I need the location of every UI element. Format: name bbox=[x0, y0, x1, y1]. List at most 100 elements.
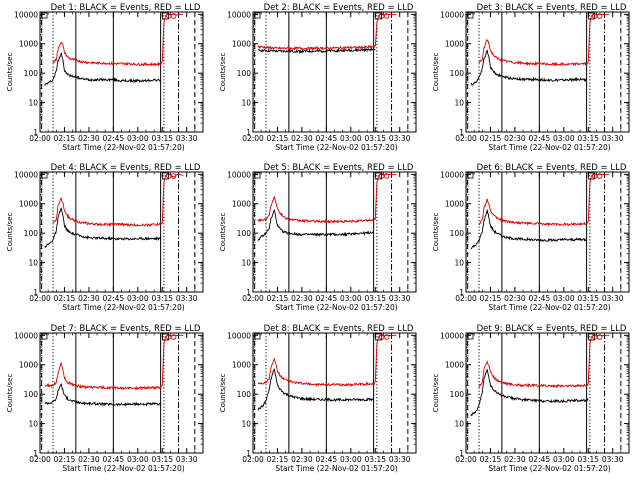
panel-det-8: Det 8: BLACK = Events, RED = LLD 1 10 100 10… bbox=[219, 324, 417, 473]
y-tick-label: 100 bbox=[24, 229, 39, 238]
y-axis-label: Counts/sec bbox=[432, 374, 440, 413]
y-tick-label: 1000 bbox=[19, 40, 38, 49]
y-axis-label: Counts/sec bbox=[219, 53, 227, 92]
x-tick-label: 03:15 bbox=[151, 294, 173, 303]
panel-title: Det 7: BLACK = Events, RED = LLD bbox=[51, 324, 201, 334]
events-series-line bbox=[257, 46, 376, 55]
panel-det-3: Det 3: BLACK = Events, RED = LLD 1 10 100 10… bbox=[432, 3, 630, 152]
x-tick-label: 02:00 bbox=[455, 294, 477, 303]
x-tick-label: 03:00 bbox=[340, 134, 362, 143]
y-tick-label: 1 bbox=[33, 288, 38, 297]
y-tick-label: 1 bbox=[33, 449, 38, 458]
x-tick-label: 02:30 bbox=[291, 294, 313, 303]
saturation-marker bbox=[170, 334, 177, 340]
events-series-line bbox=[470, 49, 587, 87]
y-tick-label: 10 bbox=[28, 259, 38, 268]
x-tick-label: 02:00 bbox=[242, 134, 264, 143]
x-tick-label: 03:30 bbox=[602, 455, 624, 464]
x-tick-label: 02:15 bbox=[54, 455, 76, 464]
x-tick-label: 03:00 bbox=[553, 455, 575, 464]
y-tick-label: 10000 bbox=[227, 10, 251, 19]
panel-det-9: Det 9: BLACK = Events, RED = LLD 1 10 100 10… bbox=[432, 324, 630, 473]
panel-det-7: Det 7: BLACK = Events, RED = LLD 1 10 100 10… bbox=[6, 324, 204, 473]
x-axis-label: Start Time (22-Nov-02 01:57:20) bbox=[62, 303, 184, 312]
y-tick-label: 10000 bbox=[14, 331, 38, 340]
y-axis-label: Counts/sec bbox=[432, 53, 440, 92]
panel-title: Det 3: BLACK = Events, RED = LLD bbox=[477, 3, 627, 13]
y-tick-label: 10 bbox=[241, 420, 251, 429]
y-tick-label: 10000 bbox=[14, 10, 38, 19]
x-tick-label: 02:15 bbox=[480, 294, 502, 303]
x-tick-label: 03:00 bbox=[340, 455, 362, 464]
y-tick-label: 1000 bbox=[19, 200, 38, 209]
x-tick-label: 02:15 bbox=[480, 455, 502, 464]
lld-series-line bbox=[44, 334, 184, 391]
y-axis-label: Counts/sec bbox=[219, 213, 227, 252]
x-tick-label: 02:45 bbox=[103, 134, 125, 143]
lld-series-line bbox=[478, 173, 610, 227]
x-tick-label: 03:15 bbox=[577, 294, 599, 303]
x-tick-label: 03:00 bbox=[127, 455, 149, 464]
x-tick-label: 02:15 bbox=[267, 455, 289, 464]
x-tick-label: 03:30 bbox=[602, 294, 624, 303]
x-tick-label: 03:15 bbox=[364, 455, 386, 464]
x-tick-label: 03:15 bbox=[364, 294, 386, 303]
x-tick-label: 03:30 bbox=[176, 294, 198, 303]
x-tick-label: 03:30 bbox=[389, 455, 411, 464]
saturation-marker bbox=[596, 173, 603, 179]
x-tick-label: 02:30 bbox=[504, 455, 526, 464]
x-tick-label: 03:15 bbox=[364, 134, 386, 143]
x-axis-label: Start Time (22-Nov-02 01:57:20) bbox=[62, 464, 184, 473]
x-axis-label: Start Time (22-Nov-02 01:57:20) bbox=[275, 303, 397, 312]
events-series-line bbox=[257, 209, 374, 241]
x-tick-label: 02:15 bbox=[267, 134, 289, 143]
x-tick-label: 02:00 bbox=[242, 455, 264, 464]
y-tick-label: 10 bbox=[454, 99, 464, 108]
x-tick-label: 02:00 bbox=[29, 294, 51, 303]
y-tick-label: 1000 bbox=[445, 40, 464, 49]
y-tick-label: 1 bbox=[33, 128, 38, 137]
x-tick-label: 02:15 bbox=[54, 134, 76, 143]
y-tick-label: 10 bbox=[241, 99, 251, 108]
x-tick-label: 02:45 bbox=[103, 455, 125, 464]
y-tick-label: 10 bbox=[241, 259, 251, 268]
y-tick-label: 10000 bbox=[440, 331, 464, 340]
y-tick-label: 10 bbox=[28, 420, 38, 429]
x-tick-label: 02:45 bbox=[529, 134, 551, 143]
x-tick-label: 02:30 bbox=[78, 134, 100, 143]
y-tick-label: 1000 bbox=[445, 361, 464, 370]
saturation-marker bbox=[383, 334, 390, 340]
events-series-line bbox=[470, 369, 589, 417]
y-tick-label: 1000 bbox=[19, 361, 38, 370]
lld-series-line bbox=[52, 13, 184, 67]
y-tick-label: 100 bbox=[450, 69, 465, 78]
y-tick-label: 1 bbox=[246, 128, 251, 137]
x-axis-label: Start Time (22-Nov-02 01:57:20) bbox=[488, 303, 610, 312]
x-tick-label: 03:00 bbox=[127, 134, 149, 143]
x-tick-label: 03:30 bbox=[602, 134, 624, 143]
panel-title: Det 5: BLACK = Events, RED = LLD bbox=[264, 163, 414, 173]
x-tick-label: 02:30 bbox=[78, 294, 100, 303]
y-tick-label: 1000 bbox=[232, 361, 251, 370]
x-tick-label: 02:00 bbox=[455, 134, 477, 143]
x-tick-label: 02:30 bbox=[504, 134, 526, 143]
x-tick-label: 02:00 bbox=[29, 455, 51, 464]
x-axis-label: Start Time (22-Nov-02 01:57:20) bbox=[275, 464, 397, 473]
x-tick-label: 03:15 bbox=[151, 455, 173, 464]
y-tick-label: 10 bbox=[454, 420, 464, 429]
x-tick-label: 02:45 bbox=[529, 455, 551, 464]
y-tick-label: 1 bbox=[459, 449, 464, 458]
x-tick-label: 03:30 bbox=[389, 134, 411, 143]
y-tick-label: 1000 bbox=[232, 200, 251, 209]
panel-det-4: Det 4: BLACK = Events, RED = LLD 1 10 100 10… bbox=[6, 163, 204, 312]
x-tick-label: 02:45 bbox=[529, 294, 551, 303]
lld-series-line bbox=[257, 13, 397, 51]
panel-det-5: Det 5: BLACK = Events, RED = LLD 1 10 100 10… bbox=[219, 163, 417, 312]
lld-series-line bbox=[478, 13, 610, 67]
y-tick-label: 10 bbox=[28, 99, 38, 108]
x-axis-label: Start Time (22-Nov-02 01:57:20) bbox=[488, 464, 610, 473]
x-tick-label: 02:30 bbox=[291, 455, 313, 464]
y-tick-label: 100 bbox=[450, 390, 465, 399]
x-tick-label: 02:15 bbox=[480, 134, 502, 143]
saturation-marker bbox=[596, 334, 603, 340]
